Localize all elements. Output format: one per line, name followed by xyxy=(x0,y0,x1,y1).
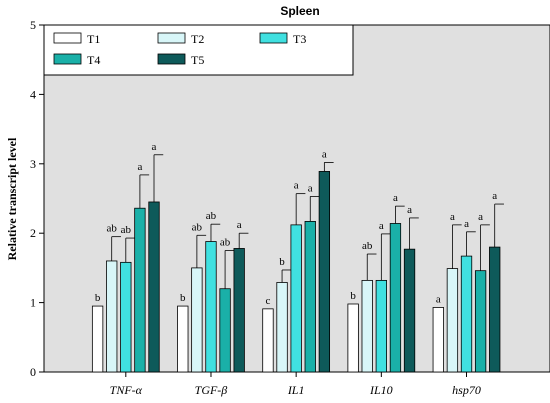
x-tick-label: TNF-α xyxy=(110,383,143,397)
significance-label: ab xyxy=(362,240,373,252)
bar-t5-2 xyxy=(318,171,331,373)
bar-t1-1 xyxy=(177,305,189,373)
bar-t5-0 xyxy=(148,201,160,373)
bar-t3-2 xyxy=(290,224,302,373)
x-tick-label: hsp70 xyxy=(452,383,481,397)
y-tick-label: 5 xyxy=(30,18,36,32)
legend-swatch-t3 xyxy=(259,32,288,44)
legend-swatch-t1 xyxy=(53,32,82,44)
legend-swatch-t2 xyxy=(157,32,186,44)
significance-label: ab xyxy=(107,223,118,235)
legend-swatch-t4 xyxy=(53,53,82,65)
legend-swatch-t5 xyxy=(157,53,186,65)
legend-box xyxy=(43,24,354,76)
significance-label: a xyxy=(294,180,299,192)
bar-t3-0 xyxy=(120,261,132,373)
bar-t1-2 xyxy=(262,308,274,373)
bar-t4-0 xyxy=(134,207,146,373)
bar-t2-2 xyxy=(276,282,288,373)
significance-label: a xyxy=(478,211,483,223)
significance-label: a xyxy=(137,161,142,173)
legend: T1 T2 T3 T4 T5 xyxy=(43,24,354,76)
significance-label: a xyxy=(464,218,469,230)
y-tick-label: 1 xyxy=(30,296,36,310)
legend-label-t2: T2 xyxy=(191,32,204,46)
significance-label: c xyxy=(266,295,271,307)
bar-t5-4 xyxy=(489,246,501,373)
legend-label-t3: T3 xyxy=(293,32,306,46)
significance-label: ab xyxy=(206,210,217,222)
significance-label: ab xyxy=(121,224,132,236)
bar-t5-1 xyxy=(233,248,245,373)
y-tick-label: 0 xyxy=(30,365,36,379)
significance-label: b xyxy=(350,290,356,302)
x-tick-label: TGF-β xyxy=(195,383,228,397)
bar-t3-3 xyxy=(375,279,387,373)
significance-label: a xyxy=(450,211,455,223)
bar-t4-4 xyxy=(474,270,487,373)
significance-label: a xyxy=(492,190,497,202)
y-axis-label: Relative transcript level xyxy=(5,137,19,260)
bar-t1-4 xyxy=(432,307,444,373)
bar-t2-1 xyxy=(191,267,203,373)
x-tick-label: IL1 xyxy=(287,383,305,397)
bar-t4-3 xyxy=(389,223,402,373)
bar-t1-0 xyxy=(91,305,104,373)
significance-label: ab xyxy=(220,237,231,249)
significance-label: a xyxy=(322,148,327,160)
legend-label-t4: T4 xyxy=(87,53,100,67)
significance-label: a xyxy=(393,192,398,204)
significance-label: a xyxy=(308,182,313,194)
significance-label: b xyxy=(95,292,101,304)
significance-label: b xyxy=(279,256,285,268)
significance-label: a xyxy=(436,293,441,305)
significance-label: ab xyxy=(192,221,203,233)
x-tick-label: IL10 xyxy=(369,383,393,397)
legend-label-t5: T5 xyxy=(191,53,204,67)
significance-label: a xyxy=(152,141,157,153)
bar-t4-2 xyxy=(304,221,316,373)
bar-t5-3 xyxy=(403,248,416,373)
bar-t3-1 xyxy=(205,241,217,373)
significance-label: a xyxy=(379,220,384,232)
significance-label: a xyxy=(407,204,412,216)
significance-label: a xyxy=(237,219,242,231)
legend-label-t1: T1 xyxy=(87,32,100,46)
y-tick-label: 3 xyxy=(30,157,36,171)
bar-t2-3 xyxy=(361,279,373,373)
chart-title: Spleen xyxy=(280,4,319,18)
bar-t3-4 xyxy=(460,255,473,373)
y-tick-label: 4 xyxy=(30,87,36,101)
bar-t1-3 xyxy=(347,303,359,373)
bar-t4-1 xyxy=(219,288,231,373)
significance-label: b xyxy=(180,292,186,304)
bar-t2-0 xyxy=(106,260,118,373)
y-tick-label: 2 xyxy=(30,226,36,240)
bar-t2-4 xyxy=(446,268,459,373)
